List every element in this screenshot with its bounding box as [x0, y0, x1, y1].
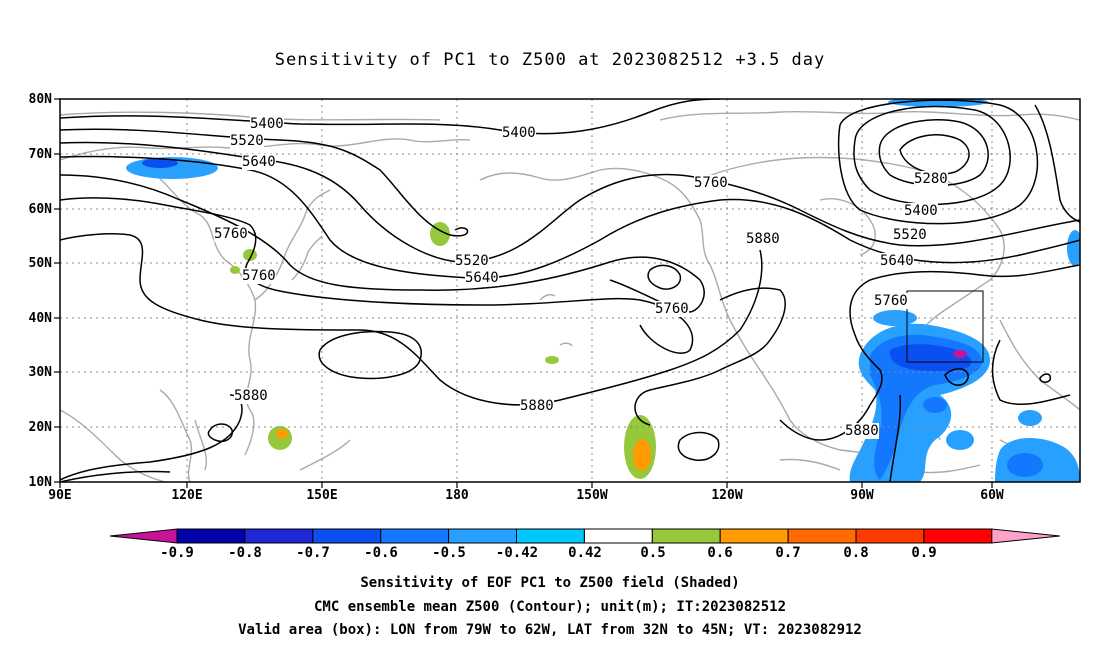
contour-label: 5400 [250, 116, 284, 132]
sensitivity-shading [126, 99, 1080, 482]
contour-label: 5520 [230, 133, 264, 149]
lat-label: 60N [28, 202, 52, 217]
lat-label: 70N [28, 147, 52, 162]
lon-label: 150W [576, 488, 608, 503]
contour-label: 5640 [880, 253, 914, 269]
colorbar-tick-label: 0.9 [911, 545, 937, 561]
contour-label: 5760 [694, 175, 728, 191]
colorbar-tick-label: 0.7 [775, 545, 801, 561]
contour-label: 5760 [214, 226, 248, 242]
contour-label: 5880 [845, 423, 879, 439]
footer-line-1: Sensitivity of EOF PC1 to Z500 field (Sh… [360, 575, 740, 591]
lat-label: 20N [28, 420, 52, 435]
footer-line-3: Valid area (box): LON from 79W to 62W, L… [238, 622, 862, 638]
contour-label: 5640 [465, 270, 499, 286]
lon-label: 150E [306, 488, 338, 503]
lon-label: 120W [711, 488, 743, 503]
lon-label: 90E [48, 488, 72, 503]
contour-label: 5520 [893, 227, 927, 243]
contour-label: 5760 [874, 293, 908, 309]
contour-label: 5520 [455, 253, 489, 269]
contour-label: 5400 [904, 203, 938, 219]
colorbar-tick-label: 0.42 [568, 545, 602, 561]
lat-label: 80N [28, 92, 52, 107]
valid-area-box [906, 290, 984, 363]
lon-label: 180 [445, 488, 469, 503]
map-frame [59, 98, 1081, 483]
colorbar-tick-label: 0.5 [640, 545, 666, 561]
lat-label: 10N [28, 475, 52, 490]
z500-contours [60, 99, 1080, 482]
footer-line-2: CMC ensemble mean Z500 (Contour); unit(m… [313, 599, 786, 615]
colorbar-tick-label: -0.8 [228, 545, 262, 561]
contour-label: 5880 [520, 398, 554, 414]
colorbar-tick-label: -0.9 [160, 545, 194, 561]
contour-label: 5880 [234, 388, 268, 404]
lon-label: 90W [850, 488, 874, 503]
colorbar-tick-label: -0.7 [296, 545, 330, 561]
colorbar-tick-label: -0.42 [495, 545, 539, 561]
figure-title: Sensitivity of PC1 to Z500 at 2023082512… [274, 50, 826, 70]
graticule [60, 99, 1080, 482]
contour-label: 5880 [746, 231, 780, 247]
lat-label: 40N [28, 311, 52, 326]
colorbar-tick-label: 0.8 [843, 545, 869, 561]
contour-label: 5760 [655, 301, 689, 317]
lat-label: 50N [28, 256, 52, 271]
colorbar-tick-label: 0.6 [707, 545, 733, 561]
colorbar-tick-label: -0.5 [432, 545, 466, 561]
contour-label: 5760 [242, 268, 276, 284]
contour-label: 5400 [502, 125, 536, 141]
contour-label: 5280 [914, 171, 948, 187]
colorbar-tick-label: -0.6 [364, 545, 398, 561]
lat-label: 30N [28, 365, 52, 380]
contour-label: 5640 [242, 154, 276, 170]
lon-label: 120E [171, 488, 203, 503]
lon-label: 60W [980, 488, 1004, 503]
